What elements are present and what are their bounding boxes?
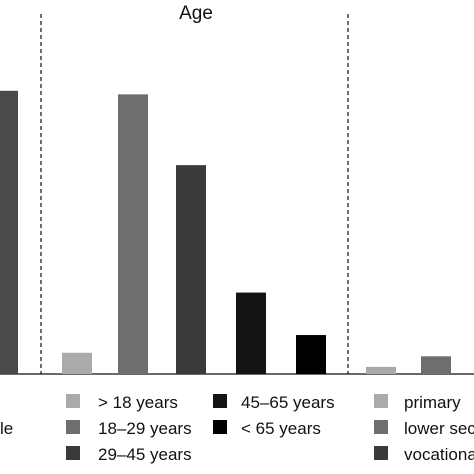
legend-label: > 18 years bbox=[98, 393, 178, 412]
legend-label: le bbox=[0, 419, 13, 438]
legend-swatch bbox=[374, 420, 388, 434]
legend-label: vocationa bbox=[404, 445, 474, 464]
legend-label: 18–29 years bbox=[98, 419, 192, 438]
legend-swatch bbox=[213, 394, 227, 408]
legend-swatch bbox=[66, 446, 80, 460]
plot-area: AgeE bbox=[0, 3, 474, 375]
bar-e-2 bbox=[421, 356, 451, 374]
legend: le > 18 years 18–29 years 29–45 years 45–65 … bbox=[0, 393, 474, 464]
bar-age-2 bbox=[118, 94, 148, 374]
legend-label: 45–65 years bbox=[241, 393, 335, 412]
legend-swatch bbox=[374, 394, 388, 408]
legend-label: lower sec bbox=[404, 419, 474, 438]
legend-swatch bbox=[374, 446, 388, 460]
bar-e-1 bbox=[366, 366, 396, 374]
legend-label: primary bbox=[404, 393, 461, 412]
legend-swatch bbox=[66, 394, 80, 408]
bar-age-4 bbox=[236, 292, 266, 374]
legend-label: 29–45 years bbox=[98, 445, 192, 464]
bar-age-3 bbox=[176, 165, 206, 374]
bar-age-1 bbox=[62, 352, 92, 374]
bar-group0-1 bbox=[0, 90, 18, 375]
group-title: Age bbox=[179, 3, 213, 24]
legend-swatch bbox=[66, 420, 80, 434]
legend-swatch bbox=[213, 420, 227, 434]
legend-label: < 65 years bbox=[241, 419, 321, 438]
bar-age-5 bbox=[296, 335, 326, 374]
